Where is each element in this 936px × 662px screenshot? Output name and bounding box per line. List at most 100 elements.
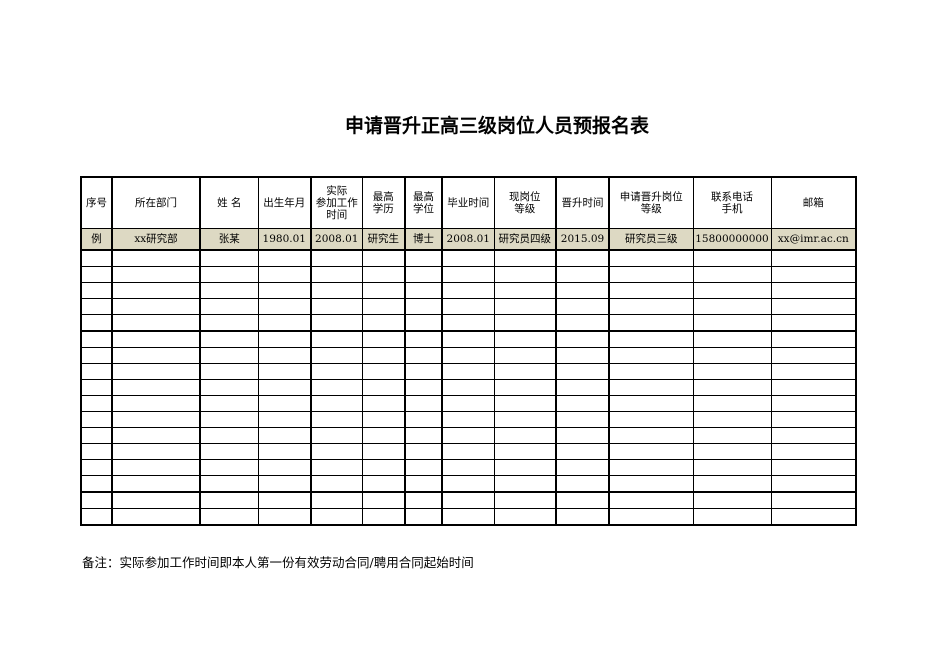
- input-cell[interactable]: [555, 282, 610, 299]
- input-cell[interactable]: [257, 314, 312, 332]
- input-cell[interactable]: [111, 459, 201, 476]
- input-cell[interactable]: [608, 298, 694, 315]
- input-cell[interactable]: [608, 427, 694, 444]
- input-cell[interactable]: [404, 379, 443, 396]
- input-cell[interactable]: [111, 363, 201, 380]
- input-cell[interactable]: [257, 508, 312, 526]
- input-cell[interactable]: [555, 475, 610, 493]
- input-cell[interactable]: [111, 298, 201, 315]
- input-cell[interactable]: [80, 411, 113, 428]
- input-cell[interactable]: [111, 491, 201, 509]
- input-cell[interactable]: [199, 282, 259, 299]
- input-cell[interactable]: [692, 363, 772, 380]
- input-cell[interactable]: [770, 266, 857, 283]
- input-cell[interactable]: [608, 443, 694, 460]
- input-cell[interactable]: [361, 427, 406, 444]
- input-cell[interactable]: [361, 282, 406, 299]
- input-cell[interactable]: [111, 411, 201, 428]
- input-cell[interactable]: [361, 330, 406, 348]
- input-cell[interactable]: [111, 330, 201, 348]
- input-cell[interactable]: [555, 508, 610, 526]
- input-cell[interactable]: [493, 314, 557, 332]
- input-cell[interactable]: [404, 443, 443, 460]
- input-cell[interactable]: [361, 298, 406, 315]
- input-cell[interactable]: [111, 266, 201, 283]
- input-cell[interactable]: [257, 330, 312, 348]
- input-cell[interactable]: [361, 379, 406, 396]
- input-cell[interactable]: [310, 443, 363, 460]
- input-cell[interactable]: [692, 282, 772, 299]
- input-cell[interactable]: [692, 491, 772, 509]
- input-cell[interactable]: [493, 459, 557, 476]
- input-cell[interactable]: [441, 395, 495, 412]
- input-cell[interactable]: [441, 330, 495, 348]
- input-cell[interactable]: [770, 314, 857, 332]
- input-cell[interactable]: [80, 249, 113, 267]
- input-cell[interactable]: [310, 347, 363, 364]
- input-cell[interactable]: [310, 282, 363, 299]
- input-cell[interactable]: [111, 282, 201, 299]
- input-cell[interactable]: [555, 459, 610, 476]
- input-cell[interactable]: [441, 314, 495, 332]
- input-cell[interactable]: [555, 379, 610, 396]
- input-cell[interactable]: [608, 459, 694, 476]
- input-cell[interactable]: [257, 266, 312, 283]
- input-cell[interactable]: [555, 314, 610, 332]
- input-cell[interactable]: [310, 363, 363, 380]
- input-cell[interactable]: [310, 411, 363, 428]
- input-cell[interactable]: [608, 475, 694, 493]
- input-cell[interactable]: [608, 347, 694, 364]
- input-cell[interactable]: [692, 411, 772, 428]
- input-cell[interactable]: [80, 491, 113, 509]
- input-cell[interactable]: [80, 347, 113, 364]
- input-cell[interactable]: [404, 347, 443, 364]
- input-cell[interactable]: [692, 459, 772, 476]
- input-cell[interactable]: [199, 298, 259, 315]
- input-cell[interactable]: [692, 395, 772, 412]
- input-cell[interactable]: [310, 459, 363, 476]
- input-cell[interactable]: [555, 347, 610, 364]
- input-cell[interactable]: [257, 282, 312, 299]
- input-cell[interactable]: [692, 347, 772, 364]
- input-cell[interactable]: [493, 427, 557, 444]
- input-cell[interactable]: [257, 427, 312, 444]
- input-cell[interactable]: [310, 379, 363, 396]
- input-cell[interactable]: [404, 330, 443, 348]
- input-cell[interactable]: [199, 363, 259, 380]
- input-cell[interactable]: [111, 475, 201, 493]
- input-cell[interactable]: [199, 314, 259, 332]
- input-cell[interactable]: [404, 459, 443, 476]
- input-cell[interactable]: [404, 363, 443, 380]
- input-cell[interactable]: [80, 363, 113, 380]
- input-cell[interactable]: [404, 508, 443, 526]
- input-cell[interactable]: [493, 266, 557, 283]
- input-cell[interactable]: [80, 427, 113, 444]
- input-cell[interactable]: [361, 395, 406, 412]
- input-cell[interactable]: [199, 395, 259, 412]
- input-cell[interactable]: [111, 314, 201, 332]
- input-cell[interactable]: [111, 443, 201, 460]
- input-cell[interactable]: [770, 330, 857, 348]
- input-cell[interactable]: [441, 491, 495, 509]
- input-cell[interactable]: [199, 508, 259, 526]
- input-cell[interactable]: [361, 314, 406, 332]
- input-cell[interactable]: [493, 249, 557, 267]
- input-cell[interactable]: [404, 298, 443, 315]
- input-cell[interactable]: [404, 427, 443, 444]
- input-cell[interactable]: [770, 298, 857, 315]
- input-cell[interactable]: [441, 508, 495, 526]
- input-cell[interactable]: [692, 314, 772, 332]
- input-cell[interactable]: [361, 266, 406, 283]
- input-cell[interactable]: [80, 459, 113, 476]
- input-cell[interactable]: [404, 411, 443, 428]
- input-cell[interactable]: [493, 508, 557, 526]
- input-cell[interactable]: [199, 266, 259, 283]
- input-cell[interactable]: [404, 491, 443, 509]
- input-cell[interactable]: [608, 508, 694, 526]
- input-cell[interactable]: [555, 411, 610, 428]
- input-cell[interactable]: [404, 249, 443, 267]
- input-cell[interactable]: [608, 363, 694, 380]
- input-cell[interactable]: [111, 508, 201, 526]
- input-cell[interactable]: [493, 282, 557, 299]
- input-cell[interactable]: [692, 427, 772, 444]
